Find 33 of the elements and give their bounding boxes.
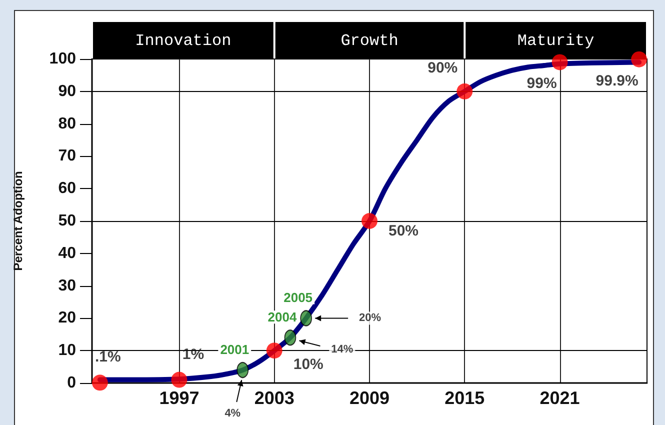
x-tick-label: 2021 — [540, 388, 580, 408]
y-tick-label: 40 — [58, 244, 76, 262]
data-label: 10% — [293, 356, 324, 374]
y-tick-label: 30 — [58, 277, 76, 294]
text: Growth — [340, 32, 398, 50]
y-tick-label: 70 — [58, 148, 76, 165]
x-tick-label: 2009 — [349, 388, 390, 408]
y-tick-label: 50 — [58, 212, 76, 230]
y-tick-label: 90 — [58, 82, 76, 100]
y-tick-label: 60 — [58, 180, 76, 198]
data-label: 50% — [388, 222, 419, 240]
y-tick-label: 80 — [58, 115, 76, 132]
data-label: 99% — [526, 75, 557, 92]
y-axis-title: Percent Adoption — [11, 171, 25, 271]
data-label: .1% — [95, 348, 121, 366]
data-label: 14% — [331, 344, 354, 356]
y-tick-label: 0 — [67, 374, 76, 392]
x-tick-label: 2015 — [444, 388, 485, 408]
data-label: 4% — [224, 408, 241, 420]
x-tick-label: 2003 — [254, 388, 294, 408]
data-label: 99.9% — [596, 72, 638, 90]
y-tick-label: 10 — [58, 342, 76, 360]
text: Innovation — [135, 32, 232, 50]
x-tick-label: 1997 — [159, 388, 200, 408]
annotation: 2004 — [268, 310, 298, 325]
data-label: 20% — [359, 312, 382, 324]
annotation: 2005 — [284, 290, 313, 306]
text: Maturity — [517, 32, 595, 50]
y-tick-label: 20 — [58, 310, 76, 327]
annotation: 2001 — [220, 342, 250, 358]
y-tick-label: 100 — [49, 50, 76, 68]
data-label: 1% — [182, 346, 204, 363]
data-label: 90% — [428, 59, 458, 76]
